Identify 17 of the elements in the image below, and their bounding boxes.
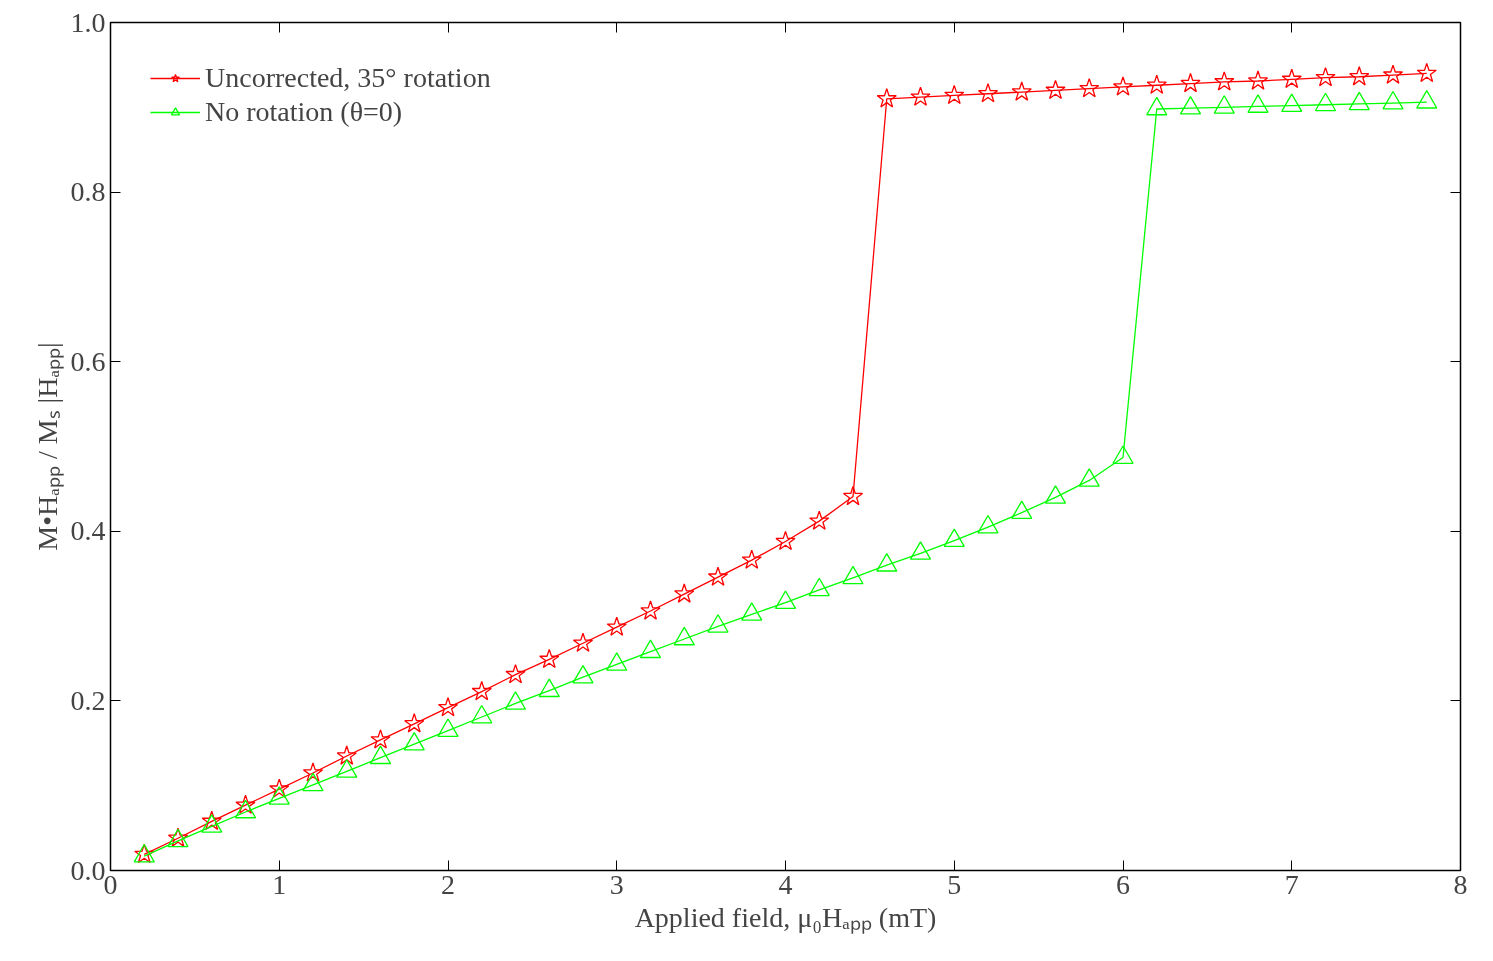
x-tick-label: 4: [778, 868, 793, 900]
x-tick-label: 3: [609, 868, 624, 900]
y-tick-label: 0.2: [70, 684, 106, 716]
y-tick-label: 1.0: [70, 6, 106, 38]
x-tick-label: 1: [272, 868, 287, 900]
x-tick-label: 2: [441, 868, 455, 900]
x-tick-label: 6: [1116, 868, 1130, 900]
y-tick-label: 0.8: [70, 176, 106, 208]
legend-label: Uncorrected, 35° rotation: [205, 62, 491, 94]
y-tick-label: 0.4: [70, 515, 106, 547]
x-tick-label: 7: [1284, 868, 1299, 900]
x-axis-title: Applied field, μ₀Hₐₚₚ (mT): [634, 901, 937, 934]
y-tick-label: 0.6: [70, 345, 106, 377]
x-tick-label: 8: [1453, 868, 1468, 900]
y-axis-title: M•Hₐₚₚ / Mₛ |Hₐₚₚ|: [31, 342, 64, 551]
legend-label: No rotation (θ=0): [205, 96, 403, 128]
x-tick-label: 5: [947, 868, 962, 900]
